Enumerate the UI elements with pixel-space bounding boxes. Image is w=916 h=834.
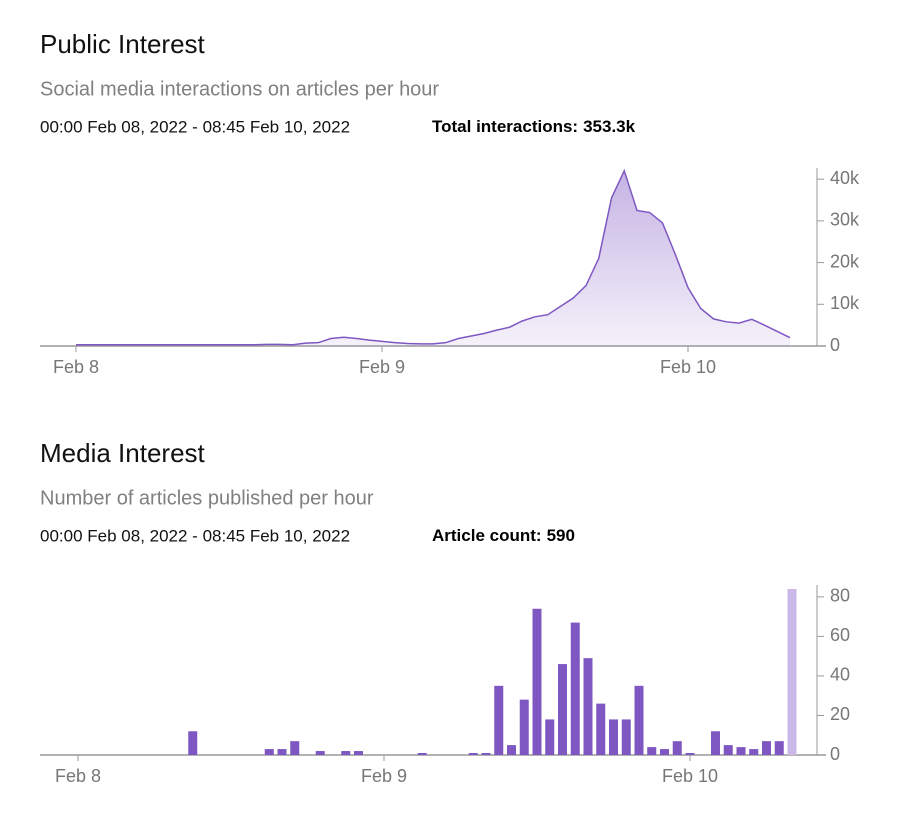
bar [468,753,478,755]
area-fill [76,170,790,346]
bar [417,753,427,755]
bar [277,749,287,755]
bar [494,685,504,755]
bar [519,699,529,755]
bar [481,753,491,755]
bar [685,753,695,755]
total: Article count: 590 [432,526,575,545]
bar [354,751,363,755]
bar [570,622,580,755]
bar [774,741,784,755]
total: Total interactions: 353.3k [432,117,636,136]
bar [736,747,746,755]
y-tick-label: 20k [830,251,860,271]
bar [711,731,720,755]
x-tick-label: Feb 10 [660,357,716,377]
bar [545,719,555,755]
date-range: 00:00 Feb 08, 2022 - 08:45 Feb 10, 2022 [40,117,350,136]
x-tick-label: Feb 10 [662,766,718,786]
date-range: 00:00 Feb 08, 2022 - 08:45 Feb 10, 2022 [40,526,350,545]
bar [723,745,733,755]
y-tick-label: 30k [830,210,860,230]
chart-title: Media Interest [40,438,206,468]
bar [787,588,797,755]
y-tick-label: 0 [830,335,840,355]
y-tick-label: 80 [830,586,850,606]
y-tick-label: 40k [830,168,860,188]
bar [596,703,606,755]
y-tick-label: 0 [830,744,840,764]
bar [609,719,618,755]
bar [762,741,771,755]
bar [507,745,516,755]
x-tick-label: Feb 9 [361,766,407,786]
x-tick-label: Feb 9 [359,357,405,377]
bar [749,749,759,755]
bar [315,751,325,755]
y-tick-label: 10k [830,293,860,313]
y-tick-label: 40 [830,665,850,685]
bar [341,751,351,755]
bar [290,741,300,755]
total-label: Total interactions: [432,117,578,136]
bar [558,664,567,755]
total-value: 590 [547,526,575,545]
bar [583,658,593,755]
chart-subtitle: Number of articles published per hour [40,487,374,509]
total-value: 353.3k [583,117,636,136]
x-tick-label: Feb 8 [55,766,101,786]
bar [660,749,669,755]
chart-subtitle: Social media interactions on articles pe… [40,78,439,100]
area-line [76,168,791,346]
bar [672,741,682,755]
bar [188,731,198,755]
bar [647,747,657,755]
bar [264,749,274,755]
x-tick-label: Feb 8 [53,357,99,377]
y-tick-label: 60 [830,625,850,645]
y-tick-label: 20 [830,704,850,724]
bar [634,685,644,755]
bar [621,719,631,755]
chart-title: Public Interest [40,29,206,59]
total-label: Article count: [432,526,542,545]
bar [532,608,542,755]
